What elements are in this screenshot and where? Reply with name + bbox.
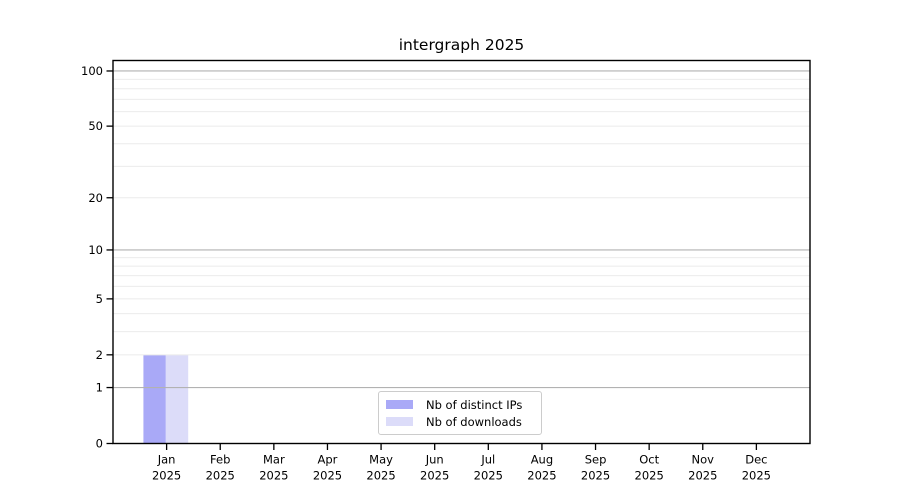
x-tick-label-month: Dec bbox=[745, 453, 767, 467]
y-tick-label: 20 bbox=[88, 191, 103, 205]
y-tick-label: 10 bbox=[88, 243, 103, 257]
x-tick-label-month: Jul bbox=[480, 453, 495, 467]
x-tick-label-month: Nov bbox=[692, 453, 715, 467]
y-tick-label: 5 bbox=[96, 292, 103, 306]
x-tick-label-year: 2025 bbox=[313, 469, 342, 483]
y-tick-label: 0 bbox=[96, 437, 103, 451]
x-tick-label-month: Oct bbox=[639, 453, 659, 467]
legend-label: Nb of distinct IPs bbox=[426, 397, 523, 412]
x-tick-label-year: 2025 bbox=[366, 469, 395, 483]
x-tick-label-year: 2025 bbox=[206, 469, 235, 483]
x-tick-label-month: May bbox=[369, 453, 393, 467]
bar-nb-of-downloads-jan bbox=[165, 354, 189, 444]
x-tick-label-month: Apr bbox=[318, 453, 338, 467]
legend-row: Nb of distinct IPs bbox=[386, 396, 533, 413]
x-tick-label-month: Feb bbox=[210, 453, 230, 467]
bar-nb-of-distinct-ips-jan bbox=[143, 354, 166, 444]
x-tick-label-year: 2025 bbox=[474, 469, 503, 483]
x-tick-label-year: 2025 bbox=[688, 469, 717, 483]
legend-row: Nb of downloads bbox=[386, 413, 533, 430]
x-tick-label-year: 2025 bbox=[581, 469, 610, 483]
plot-frame bbox=[112, 59, 811, 445]
legend-label: Nb of downloads bbox=[426, 414, 522, 429]
x-tick-label-year: 2025 bbox=[259, 469, 288, 483]
x-tick-label-month: Sep bbox=[585, 453, 607, 467]
x-tick-label-year: 2025 bbox=[420, 469, 449, 483]
legend-swatch bbox=[386, 417, 413, 426]
x-tick-label-year: 2025 bbox=[152, 469, 181, 483]
y-tick-label: 50 bbox=[88, 119, 103, 133]
legend: Nb of distinct IPs Nb of downloads bbox=[378, 391, 542, 435]
y-tick-label: 1 bbox=[96, 381, 103, 395]
x-tick-label-month: Jan bbox=[157, 453, 176, 467]
x-tick-label-month: Jun bbox=[425, 453, 444, 467]
legend-swatch bbox=[386, 400, 413, 409]
chart-title: intergraph 2025 bbox=[398, 36, 525, 54]
x-tick-label-month: Mar bbox=[263, 453, 285, 467]
x-tick-label-month: Aug bbox=[531, 453, 553, 467]
x-tick-label-year: 2025 bbox=[635, 469, 664, 483]
y-tick-label: 100 bbox=[81, 64, 103, 78]
x-tick-label-year: 2025 bbox=[527, 469, 556, 483]
x-tick-label-year: 2025 bbox=[742, 469, 771, 483]
y-tick-label: 2 bbox=[96, 348, 103, 362]
